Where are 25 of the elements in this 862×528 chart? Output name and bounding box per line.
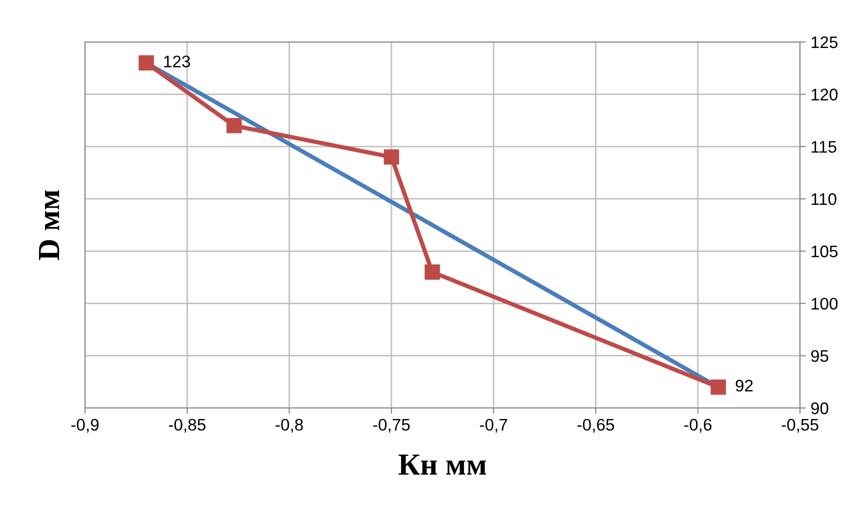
y-axis-title: D мм bbox=[39, 190, 60, 260]
y-tick-label: 100 bbox=[812, 298, 838, 310]
x-tick-label: -0,65 bbox=[577, 418, 614, 433]
y-tick-label: 105 bbox=[812, 246, 838, 258]
point bbox=[384, 149, 400, 165]
point bbox=[710, 379, 726, 395]
point bbox=[138, 55, 154, 71]
point bbox=[424, 264, 440, 280]
point bbox=[226, 118, 242, 134]
x-tick-label: -0,9 bbox=[71, 418, 99, 433]
y-tick-label: 110 bbox=[812, 193, 836, 206]
x-tick-label: -0,6 bbox=[684, 418, 712, 433]
y-tick-label: 115 bbox=[812, 141, 836, 153]
y-tick-label: 120 bbox=[812, 88, 838, 100]
x-tick-label: -0,8 bbox=[276, 418, 303, 433]
x-tick-label: -0,85 bbox=[168, 418, 206, 433]
annotation: 123 bbox=[164, 56, 190, 68]
x-axis-title: Кн мм bbox=[398, 454, 486, 475]
x-tick-label: -0,7 bbox=[480, 418, 508, 433]
y-tick-label: 125 bbox=[812, 36, 838, 48]
x-tick-label: -0,75 bbox=[373, 418, 410, 433]
y-tick-label: 90 bbox=[811, 402, 828, 414]
y-tick-label: 95 bbox=[811, 350, 828, 362]
annotation: 92 bbox=[736, 380, 753, 392]
x-tick-label: -0,55 bbox=[782, 418, 818, 433]
